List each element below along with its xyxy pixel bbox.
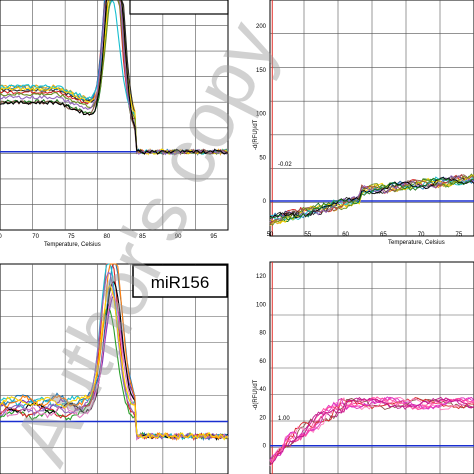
y-tick-label: 60: [259, 359, 266, 365]
y-tick-label: 20: [259, 415, 266, 421]
melt-curve-series: [269, 397, 474, 467]
watermark-text: Author's copy: [0, 8, 294, 474]
y-tick-label: 0: [263, 444, 267, 450]
x-tick-label: 80: [104, 234, 111, 240]
label-box: [129, 0, 229, 15]
y-tick-label: 120: [256, 274, 267, 280]
x-tick-label: 90: [175, 234, 182, 240]
x-tick-label: 85: [139, 234, 146, 240]
x-tick-label: 50: [267, 232, 274, 238]
melt-curve-series: [269, 396, 474, 466]
y-tick-label: 100: [256, 302, 267, 308]
x-axis-label: Temperature, Celsius: [44, 242, 101, 248]
y-tick-label: 200: [256, 24, 267, 30]
melt-curve-series: [0, 307, 229, 441]
threshold-value-label: -0.02: [278, 162, 292, 168]
x-tick-label: 65: [380, 232, 387, 238]
grid-lines: [270, 0, 474, 236]
melt-curve-series: [0, 0, 229, 156]
y-tick-label: 40: [259, 387, 266, 393]
x-tick-label: 75: [456, 232, 463, 238]
start-value-label: 50.00: [284, 212, 300, 218]
melt-curves: [0, 0, 229, 156]
x-tick-label: 0: [0, 234, 2, 240]
x-tick-label: 75: [68, 234, 75, 240]
target-label: miR156: [151, 273, 210, 292]
grid-lines: [270, 262, 474, 474]
y-tick-label: 0: [263, 199, 267, 205]
y-tick-label: 80: [259, 331, 266, 337]
melt-curve-series: [269, 174, 474, 225]
x-tick-labels: 0 70 75 80 85 90 95: [0, 234, 218, 240]
threshold-value-label: 1.00: [278, 416, 290, 422]
y-tick-label: 50: [259, 155, 266, 161]
y-tick-labels: 120 100 80 60 40 20 0: [256, 274, 267, 450]
y-tick-label: 100: [256, 112, 267, 118]
melt-curve-series: [0, 283, 229, 441]
x-axis-label: Temperature, Celsius: [388, 240, 445, 246]
x-tick-label: 70: [418, 232, 425, 238]
x-tick-label: 95: [210, 234, 217, 240]
melt-curve-panel-top-right: 200 150 100 50 0 50 55 60 65 70 75 -d(RFU)/dT Tem…: [253, 0, 474, 246]
label-box: [132, 264, 228, 298]
melt-curve-series: [269, 174, 474, 223]
melt-curve-series: [0, 0, 229, 156]
y-axis-label: -d(RFU)/dT: [253, 119, 259, 150]
melt-curve-series: [0, 263, 229, 441]
x-tick-labels: 50 55 60 65 70 75: [267, 232, 463, 238]
melt-curve-series: [0, 0, 228, 155]
melt-curve-panel-top-left: 0 70 75 80 85 90 95 Temperature, Celsius: [0, 0, 229, 248]
melt-curves: [0, 263, 229, 441]
plot-frame: [0, 0, 229, 231]
x-tick-label: 70: [32, 234, 39, 240]
y-axis-label: -d(RFU)/dT: [253, 379, 259, 410]
melt-curve-series: [0, 263, 229, 441]
melt-curves: [269, 173, 474, 227]
melt-curve-panel-bottom-left: miR156: [0, 263, 229, 474]
x-tick-label: 55: [304, 232, 311, 238]
y-tick-label: 150: [256, 68, 267, 74]
x-tick-label: 60: [342, 232, 349, 238]
melt-curve-series: [269, 174, 474, 224]
melt-curves: [269, 396, 474, 467]
melt-curve-series: [269, 173, 474, 226]
melt-curve-series: [269, 177, 474, 221]
y-tick-labels: 200 150 100 50 0: [256, 24, 267, 205]
